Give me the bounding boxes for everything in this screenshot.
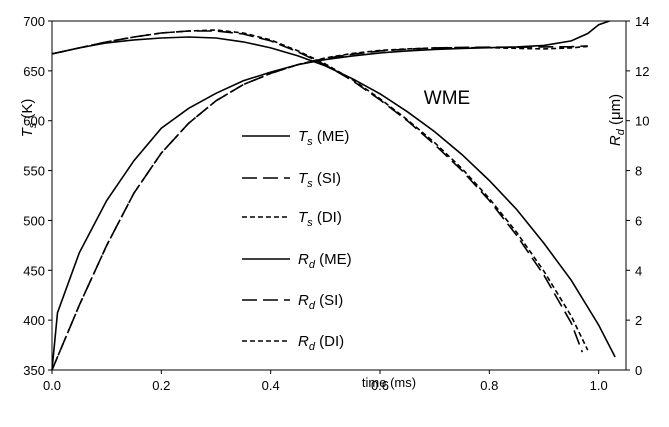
y-right-tick-label: 6 xyxy=(635,213,642,228)
x-tick-label: 0.4 xyxy=(262,378,280,393)
y-axis-label-left: Ts (K) xyxy=(19,99,39,138)
series-line-t-s-me xyxy=(51,36,616,358)
y-left-tick-label: 350 xyxy=(23,363,45,378)
legend-label-rd-di: Rd (DI) xyxy=(298,333,344,353)
x-tick-label: 0.0 xyxy=(43,378,61,393)
y-left-tick-label: 600 xyxy=(23,114,45,129)
x-tick-label: 0.2 xyxy=(152,378,170,393)
legend-label-ts-di: Ts (DI) xyxy=(298,209,342,229)
x-tick-label: 0.8 xyxy=(480,378,498,393)
y-left-tick-label: 500 xyxy=(23,213,45,228)
y-right-tick-label: 2 xyxy=(635,313,642,328)
series-lines xyxy=(51,20,616,371)
x-tick-label: 0.6 xyxy=(371,378,389,393)
axes xyxy=(48,20,630,374)
y-right-tick-label: 12 xyxy=(635,64,649,79)
series-line-r-d-di xyxy=(51,45,588,371)
legend: Ts (ME) Ts (SI) Ts (DI) Rd (ME) Rd (SI) … xyxy=(242,128,352,353)
y-left-tick-label: 700 xyxy=(23,14,45,29)
legend-label-ts-me: Ts (ME) xyxy=(298,128,349,148)
x-tick-label: 1.0 xyxy=(590,378,608,393)
y-right-tick-label: 4 xyxy=(635,263,642,278)
y-right-tick-label: 0 xyxy=(635,363,642,378)
y-axis-label-right: Rd (μm) xyxy=(607,94,627,146)
series-line-r-d-si xyxy=(51,45,588,371)
y-right-tick-label: 8 xyxy=(635,164,642,179)
legend-label-rd-me: Rd (ME) xyxy=(298,251,352,271)
y-left-tick-label: 650 xyxy=(23,64,45,79)
y-left-tick-label: 450 xyxy=(23,263,45,278)
y-left-tick-label: 400 xyxy=(23,313,45,328)
y-right-tick-label: 10 xyxy=(635,114,649,129)
tick-labels: 0.0 0.2 0.4 0.6 0.8 1.0 350 400 450 500 550 600 650 7… xyxy=(23,14,649,393)
plot-frame xyxy=(51,20,627,371)
series-line-r-d-me xyxy=(51,20,610,371)
x-axis-label: time (ms) xyxy=(362,375,416,390)
y-right-tick-label: 14 xyxy=(635,14,649,29)
series-line-t-s-di xyxy=(51,29,589,351)
legend-label-ts-si: Ts (SI) xyxy=(298,170,341,190)
legend-label-rd-si: Rd (SI) xyxy=(298,292,343,312)
y-left-tick-label: 550 xyxy=(23,164,45,179)
chart-annotation: WME xyxy=(424,88,470,109)
